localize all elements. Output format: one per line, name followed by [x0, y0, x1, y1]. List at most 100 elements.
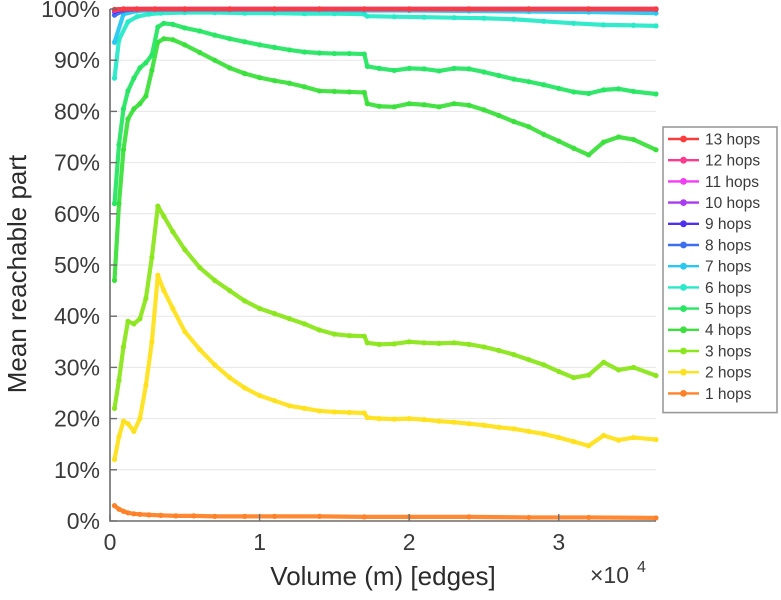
- x-tick-label: 1: [253, 529, 266, 555]
- series-marker: [586, 152, 592, 158]
- series-marker: [586, 372, 592, 378]
- legend-item-7-hops[interactable]: 7 hops: [668, 259, 752, 276]
- series-marker: [653, 515, 659, 521]
- series-marker: [496, 112, 502, 119]
- series-marker: [316, 88, 323, 94]
- series-marker: [242, 298, 248, 304]
- series-marker: [161, 288, 167, 294]
- series-marker: [391, 416, 397, 422]
- y-tick-label: 100%: [41, 0, 100, 22]
- series-marker: [242, 39, 248, 45]
- series-marker: [511, 119, 517, 125]
- series-marker: [286, 316, 293, 322]
- series-marker: [653, 436, 659, 443]
- legend-label: 3 hops: [705, 343, 752, 360]
- series-marker: [556, 138, 562, 144]
- series-marker: [137, 316, 143, 322]
- series-marker: [316, 327, 323, 333]
- series-marker: [149, 254, 155, 260]
- legend-item-5-hops[interactable]: 5 hops: [668, 301, 752, 318]
- series-marker: [601, 432, 607, 439]
- series-marker: [653, 23, 659, 29]
- series-marker: [111, 456, 118, 463]
- series-marker: [212, 57, 218, 63]
- series-marker: [116, 200, 122, 207]
- series-marker: [541, 131, 547, 138]
- series-marker: [436, 418, 442, 424]
- series-marker: [361, 51, 367, 57]
- y-tick-label: 90%: [54, 47, 100, 73]
- series-marker: [421, 340, 427, 346]
- data-series-group: [111, 6, 659, 521]
- series-marker: [155, 24, 161, 30]
- legend[interactable]: 13 hops 12 hops 11 hops 10 hops 9 hops 8 hops…: [662, 126, 778, 414]
- series-marker: [131, 106, 137, 112]
- series-marker: [131, 75, 137, 81]
- legend-item-2-hops[interactable]: 2 hops: [668, 365, 752, 382]
- legend-label: 4 hops: [705, 322, 752, 339]
- legend-label: 12 hops: [705, 153, 760, 170]
- y-tick-label: 10%: [54, 457, 100, 483]
- series-marker: [161, 20, 167, 26]
- x-axis-title: Volume (m) [edges]: [270, 561, 495, 591]
- series-marker: [586, 514, 592, 521]
- series-marker: [541, 82, 547, 88]
- series-marker: [316, 408, 323, 414]
- series-marker: [346, 50, 352, 57]
- legend-label: 1 hops: [705, 386, 752, 403]
- legend-item-12-hops[interactable]: 12 hops: [668, 153, 760, 170]
- series-marker: [406, 339, 412, 345]
- series-marker: [134, 6, 140, 12]
- series-marker: [406, 65, 412, 71]
- series-marker: [364, 13, 370, 19]
- legend-item-3-hops[interactable]: 3 hops: [668, 343, 752, 360]
- legend-label: 11 hops: [705, 174, 759, 191]
- legend-item-1-hops[interactable]: 1 hops: [668, 386, 752, 403]
- series-marker: [120, 508, 127, 514]
- series-marker: [152, 6, 158, 12]
- legend-item-9-hops[interactable]: 9 hops: [668, 216, 752, 233]
- series-marker: [451, 419, 457, 425]
- series-marker: [120, 418, 127, 424]
- legend-item-13-hops[interactable]: 13 hops: [668, 131, 760, 148]
- series-marker: [361, 514, 367, 520]
- x-tick-label: 0: [104, 529, 117, 555]
- series-marker: [421, 14, 427, 20]
- series-marker: [601, 87, 607, 93]
- series-marker: [116, 377, 122, 383]
- series-marker: [653, 372, 659, 379]
- series-marker: [526, 124, 532, 130]
- series-marker: [466, 66, 472, 72]
- series-marker: [451, 65, 457, 71]
- legend-item-6-hops[interactable]: 6 hops: [668, 280, 752, 297]
- y-tick-label: 70%: [54, 150, 100, 176]
- series-marker: [286, 80, 293, 86]
- legend-item-4-hops[interactable]: 4 hops: [668, 322, 752, 339]
- series-line-3-hops: [112, 204, 659, 411]
- series-marker: [131, 511, 137, 517]
- series-marker: [149, 52, 155, 58]
- legend-label: 2 hops: [705, 365, 752, 382]
- series-marker: [376, 103, 382, 109]
- legend-marker-icon: [680, 284, 687, 291]
- legend-marker-icon: [680, 390, 687, 397]
- legend-item-11-hops[interactable]: 11 hops: [668, 174, 759, 191]
- series-marker: [364, 101, 370, 107]
- series-marker: [125, 19, 131, 25]
- series-marker: [511, 426, 517, 432]
- series-marker: [137, 101, 143, 107]
- x-tick-labels: 0 1 2 3: [104, 529, 566, 555]
- series-marker: [511, 76, 517, 82]
- series-marker: [630, 88, 637, 95]
- legend-item-8-hops[interactable]: 8 hops: [668, 237, 752, 254]
- y-tick-labels: 0% 10% 20% 30% 40% 50% 60% 70% 80% 90% 100%: [41, 0, 100, 534]
- legend-marker-icon: [680, 220, 687, 228]
- series-marker: [466, 421, 472, 427]
- series-marker: [182, 247, 188, 253]
- series-marker: [653, 6, 659, 12]
- series-marker: [137, 416, 143, 422]
- series-marker: [406, 101, 412, 107]
- legend-marker-icon: [680, 156, 687, 164]
- y-tick-label: 0%: [67, 508, 100, 534]
- legend-item-10-hops[interactable]: 10 hops: [668, 195, 760, 212]
